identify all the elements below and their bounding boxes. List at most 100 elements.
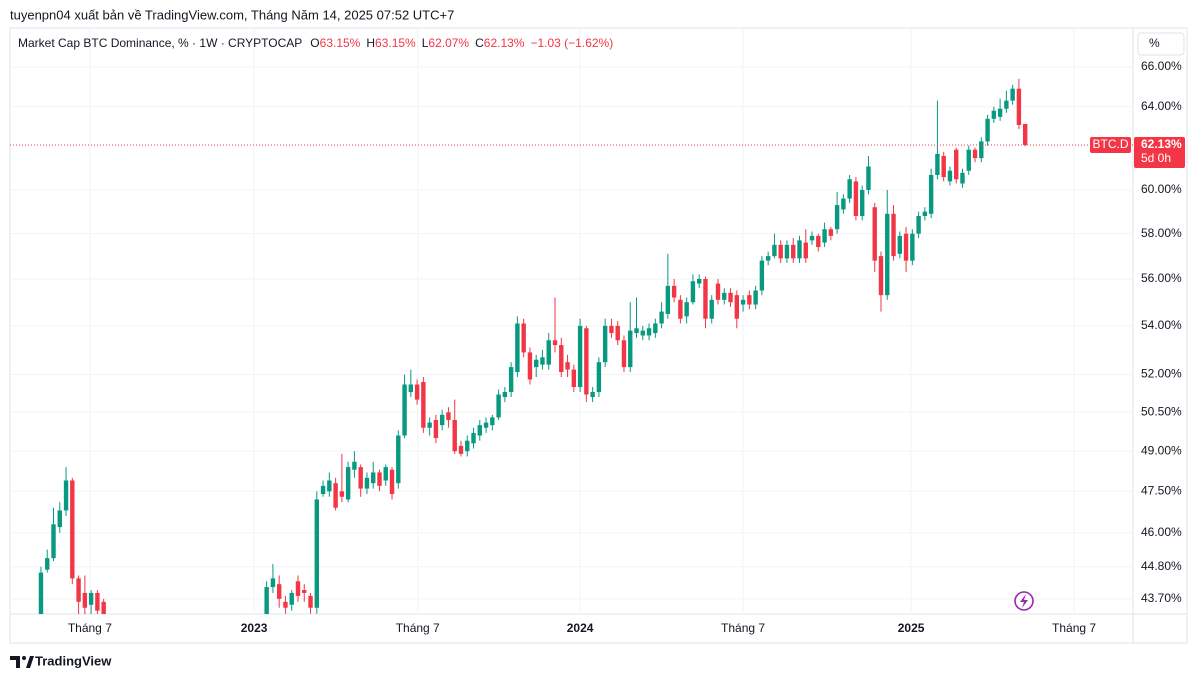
candle-body	[345, 467, 351, 500]
candle-body	[891, 213, 896, 257]
candle-body	[546, 340, 551, 365]
candle-body	[101, 601, 106, 614]
last-price-box	[1134, 136, 1185, 168]
unit-button[interactable]	[1137, 32, 1185, 56]
candle-body	[82, 592, 88, 608]
candle-body	[828, 229, 834, 236]
legend-value: 63.15%	[320, 36, 361, 50]
candle-body	[747, 295, 752, 305]
y-tick-label: 44.80%	[1141, 559, 1182, 573]
candle-body	[446, 412, 451, 420]
candle-body	[778, 244, 783, 259]
candle-body	[910, 233, 915, 261]
candle-body	[878, 256, 884, 296]
legend-key: H	[366, 36, 375, 50]
alert-icon[interactable]	[1014, 591, 1034, 611]
candle-body	[853, 181, 859, 216]
candle-body	[327, 480, 332, 492]
candle-body	[70, 480, 75, 579]
y-tick-label: 54.00%	[1141, 318, 1182, 332]
candle-body	[960, 172, 965, 184]
candle-body	[634, 328, 639, 334]
candles	[38, 78, 1028, 614]
legend-key: O	[310, 36, 319, 50]
candle-body	[784, 244, 790, 259]
candle-body	[822, 229, 827, 243]
candle-body	[753, 290, 758, 305]
candle-body	[609, 325, 614, 334]
candle-body	[433, 419, 439, 439]
legend-value: 63.15%	[375, 36, 416, 50]
candle-body	[471, 432, 476, 444]
candle-body	[885, 213, 890, 296]
legend-value: 62.13%	[484, 36, 525, 50]
legend: Market Cap BTC Dominance, % · 1W · CRYPT…	[18, 36, 613, 50]
candle-body	[703, 278, 708, 319]
candle-body	[270, 578, 276, 588]
candle-body	[596, 362, 602, 393]
candle-body	[584, 328, 589, 395]
y-tick-label: 49.00%	[1141, 443, 1182, 457]
candle-body	[414, 384, 420, 400]
candle-body	[797, 240, 802, 259]
candle-body	[51, 524, 56, 559]
candle-body	[922, 211, 928, 216]
candle-body	[534, 359, 539, 368]
candle-body	[690, 281, 696, 303]
candle-body	[803, 242, 808, 259]
candle-body	[897, 235, 902, 254]
candle-body	[759, 260, 765, 291]
legend-symbol: Market Cap BTC Dominance, % · 1W · CRYPT…	[18, 36, 302, 50]
candle-body	[954, 149, 959, 180]
candle-body	[847, 179, 852, 199]
candle-body	[602, 325, 608, 363]
candle-body	[972, 149, 978, 159]
candle-body	[1004, 100, 1009, 109]
candle-body	[502, 392, 508, 398]
candle-body	[866, 166, 871, 190]
candle-body	[1010, 88, 1015, 101]
y-tick-label: 58.00%	[1141, 226, 1182, 240]
candle-body	[483, 422, 489, 428]
candle-body	[734, 295, 740, 319]
candle-body	[559, 345, 564, 373]
candle-body	[916, 215, 921, 234]
candle-body	[490, 417, 495, 426]
candle-body	[565, 362, 570, 370]
candle-body	[991, 110, 997, 119]
candle-body	[728, 292, 733, 303]
candle-body	[95, 592, 100, 611]
candle-body	[515, 323, 520, 373]
candle-body	[966, 149, 971, 171]
x-tick-label: 2023	[241, 621, 268, 635]
brand-name: TradingView	[35, 653, 112, 668]
candle-body	[45, 558, 50, 570]
candle-body	[496, 394, 501, 418]
candle-body	[791, 244, 796, 259]
y-tick-label: 56.00%	[1141, 271, 1182, 285]
x-tick-label: Tháng 7	[396, 621, 440, 635]
candle-body	[577, 325, 583, 387]
candle-body	[941, 155, 946, 178]
candle-body	[985, 118, 990, 142]
y-tick-label: 60.00%	[1141, 182, 1182, 196]
candle-body	[872, 207, 877, 261]
x-tick-label: 2025	[898, 621, 925, 635]
candle-body	[671, 285, 677, 298]
y-tick-label: 50.50%	[1141, 404, 1182, 418]
candle-body	[421, 381, 426, 428]
candle-body	[76, 578, 81, 602]
candle-body	[283, 601, 288, 608]
x-tick-label: Tháng 7	[721, 621, 765, 635]
unit-button-label[interactable]: %	[1149, 36, 1160, 50]
candle-body	[540, 357, 545, 365]
chart-frame	[9, 27, 1188, 644]
candle-body	[772, 244, 777, 257]
candle-body	[659, 311, 664, 324]
candle-body	[295, 581, 301, 596]
candle-body	[371, 472, 376, 484]
symbol-tag-box	[1090, 136, 1131, 153]
candle-body	[834, 205, 840, 230]
candle-body	[308, 595, 313, 608]
